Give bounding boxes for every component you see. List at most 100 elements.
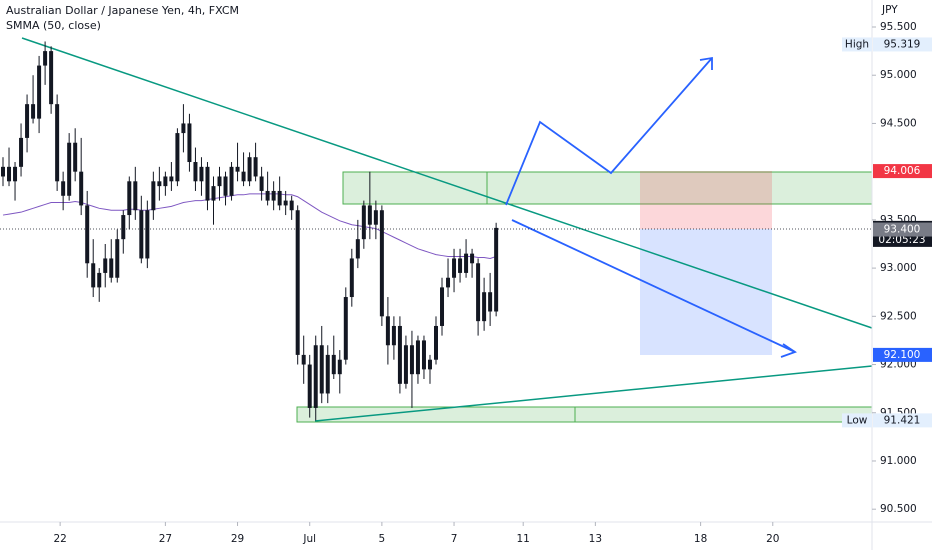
- x-tick-label: 22: [53, 533, 66, 545]
- x-tick-label: 27: [159, 533, 172, 545]
- x-tick-label: 18: [694, 533, 707, 545]
- candle-body: [373, 210, 378, 225]
- price-mark-label: 94.006: [884, 165, 921, 177]
- candle-body: [157, 181, 162, 187]
- price-mark-box: [873, 347, 932, 362]
- resistance-zone: [342, 171, 873, 205]
- candle-body: [427, 359, 432, 370]
- candle-body: [470, 253, 475, 264]
- currency-label: JPY: [881, 4, 898, 16]
- candle-body: [85, 205, 90, 264]
- candle-body: [355, 239, 360, 259]
- x-tick-label: 13: [589, 533, 602, 545]
- price-mark-box: [873, 164, 932, 179]
- candle-body: [476, 263, 481, 322]
- arrow-head: [780, 343, 797, 358]
- candle-body: [265, 190, 270, 201]
- y-tick-label: 93.000: [880, 262, 917, 274]
- bearish-path-arrow: [511, 219, 796, 353]
- candle-body: [403, 345, 408, 384]
- price-mark-name: High: [845, 38, 869, 50]
- candle-body: [277, 190, 282, 206]
- candle-body: [464, 253, 469, 273]
- candle-body: [169, 176, 174, 182]
- candle-body: [482, 292, 487, 322]
- ascending-trendline: [314, 365, 873, 422]
- candle-body: [31, 104, 36, 119]
- candle-body: [307, 364, 312, 408]
- candle-body: [103, 258, 108, 273]
- x-tick-label: 11: [517, 533, 530, 545]
- price-mark-label: 95.319: [884, 38, 921, 50]
- candle-body: [121, 215, 126, 240]
- price-mark-label: 91.421: [884, 414, 921, 426]
- candle-body: [379, 210, 384, 317]
- price-mark-label: 93.400: [884, 224, 921, 236]
- candle-body: [247, 157, 252, 182]
- price-mark-name: Low: [847, 414, 868, 426]
- candle-body: [127, 181, 132, 216]
- candle-body: [235, 166, 240, 172]
- candle-body: [434, 325, 438, 360]
- candle-body: [289, 200, 294, 211]
- candle-body: [319, 345, 324, 394]
- x-tick-label: 5: [379, 533, 386, 545]
- candle-body: [229, 166, 234, 196]
- candle-body: [409, 345, 414, 375]
- candle-body: [79, 171, 84, 206]
- candle-body: [367, 205, 372, 225]
- candle-body: [313, 345, 318, 408]
- candle-body: [488, 292, 493, 312]
- candle-body: [223, 176, 228, 196]
- price-mark-box: [873, 222, 932, 237]
- y-tick-label: 91.000: [880, 455, 917, 467]
- x-tick-label: 20: [766, 533, 779, 545]
- candle-body: [361, 205, 366, 240]
- price-mark-tag: [842, 413, 872, 428]
- descending-trendline: [21, 37, 873, 329]
- candle-body: [55, 104, 60, 182]
- candle-body: [421, 340, 426, 370]
- bullish-path-arrow: [505, 57, 713, 206]
- candle-body: [494, 227, 499, 312]
- candle-body: [1, 166, 6, 177]
- smma-line: [2, 193, 497, 259]
- candle-body: [458, 258, 463, 273]
- candle-body: [217, 176, 222, 187]
- candle-body: [391, 325, 396, 346]
- candle-body: [175, 133, 180, 182]
- x-tick-label: 29: [231, 533, 244, 545]
- stop-loss-area: [640, 171, 772, 229]
- price-mark-box: [873, 413, 932, 428]
- candle-body: [283, 200, 288, 206]
- arrow-head: [699, 56, 713, 70]
- candle-body: [145, 210, 150, 259]
- candle-body: [349, 258, 354, 298]
- candle-body: [109, 258, 114, 278]
- candle-body: [446, 277, 451, 288]
- y-tick-label: 95.000: [880, 69, 917, 81]
- candle-body: [271, 190, 276, 201]
- candles: [1, 41, 499, 421]
- candle-body: [61, 181, 66, 196]
- candle-body: [259, 176, 264, 191]
- chart-title: Australian Dollar / Japanese Yen, 4h, FX…: [6, 4, 239, 17]
- candle-body: [181, 123, 186, 134]
- price-mark-tag: [842, 37, 872, 52]
- candle-body: [115, 239, 120, 278]
- candle-body: [397, 325, 402, 384]
- candle-body: [337, 359, 342, 375]
- y-tick-label: 95.500: [880, 21, 917, 33]
- candle-body: [205, 166, 210, 201]
- candle-body: [43, 51, 48, 66]
- candle-body: [415, 340, 420, 375]
- candle-body: [301, 354, 306, 365]
- take-profit-area: [640, 229, 772, 355]
- candle-body: [37, 65, 42, 119]
- candle-body: [13, 166, 18, 182]
- candle-body: [385, 316, 390, 346]
- candle-body: [139, 210, 144, 259]
- countdown-label: 02:05:23: [878, 234, 925, 246]
- candle-body: [343, 297, 348, 360]
